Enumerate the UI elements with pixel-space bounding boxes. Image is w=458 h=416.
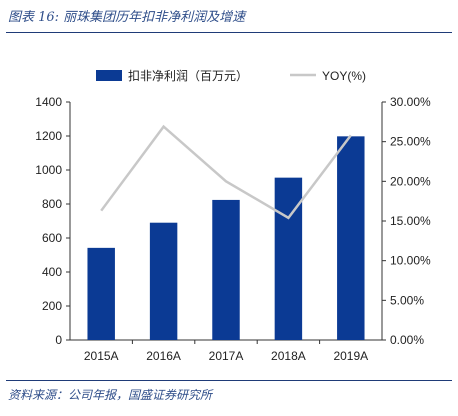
figure-title: 图表 16: 丽珠集团历年扣非净利润及增速 bbox=[8, 10, 246, 25]
right-tick-label: 20.00% bbox=[390, 174, 431, 188]
legend-bar-swatch bbox=[96, 70, 122, 81]
bar bbox=[274, 177, 303, 340]
legend-line-label: YOY(%) bbox=[322, 69, 366, 83]
right-tick-label: 15.00% bbox=[390, 214, 431, 228]
legend: 扣非净利润（百万元） YOY(%) bbox=[96, 69, 366, 83]
bar bbox=[212, 199, 240, 340]
bottom-divider bbox=[6, 380, 452, 381]
right-tick-label: 10.00% bbox=[390, 254, 431, 268]
left-tick-label: 0 bbox=[55, 333, 62, 347]
yoy-series bbox=[100, 124, 352, 220]
left-tick-label: 1200 bbox=[35, 129, 62, 143]
bar-series bbox=[87, 136, 365, 340]
left-tick-label: 1400 bbox=[35, 95, 62, 109]
x-tick-label: 2015A bbox=[84, 349, 119, 363]
left-tick-label: 200 bbox=[42, 299, 62, 313]
right-tick-label: 0.00% bbox=[390, 333, 424, 347]
bar bbox=[337, 136, 365, 340]
bar bbox=[87, 247, 115, 340]
x-axis-labels: 2015A 2016A 2017A 2018A 2019A bbox=[84, 340, 368, 363]
yoy-line bbox=[100, 124, 352, 220]
chart: 扣非净利润（百万元） YOY(%) 0 200 400 600 800 1000 1200 1… bbox=[35, 69, 431, 363]
left-tick-label: 400 bbox=[42, 265, 62, 279]
right-tick-label: 30.00% bbox=[390, 95, 431, 109]
axes: 0 200 400 600 800 1000 1200 1400 0.00% 5.00% 10.00… bbox=[35, 95, 431, 347]
x-tick-label: 2017A bbox=[209, 349, 244, 363]
x-tick-label: 2019A bbox=[333, 349, 368, 363]
left-tick-label: 800 bbox=[42, 197, 62, 211]
bar bbox=[149, 222, 178, 340]
top-divider bbox=[6, 32, 452, 33]
source-note: 资料来源：公司年报，国盛证券研究所 bbox=[8, 388, 213, 402]
x-tick-label: 2018A bbox=[271, 349, 306, 363]
right-tick-label: 5.00% bbox=[390, 293, 424, 307]
x-tick-label: 2016A bbox=[146, 349, 181, 363]
left-tick-label: 600 bbox=[42, 231, 62, 245]
legend-bar-label: 扣非净利润（百万元） bbox=[128, 69, 248, 83]
left-tick-label: 1000 bbox=[35, 163, 62, 177]
right-tick-label: 25.00% bbox=[390, 135, 431, 149]
